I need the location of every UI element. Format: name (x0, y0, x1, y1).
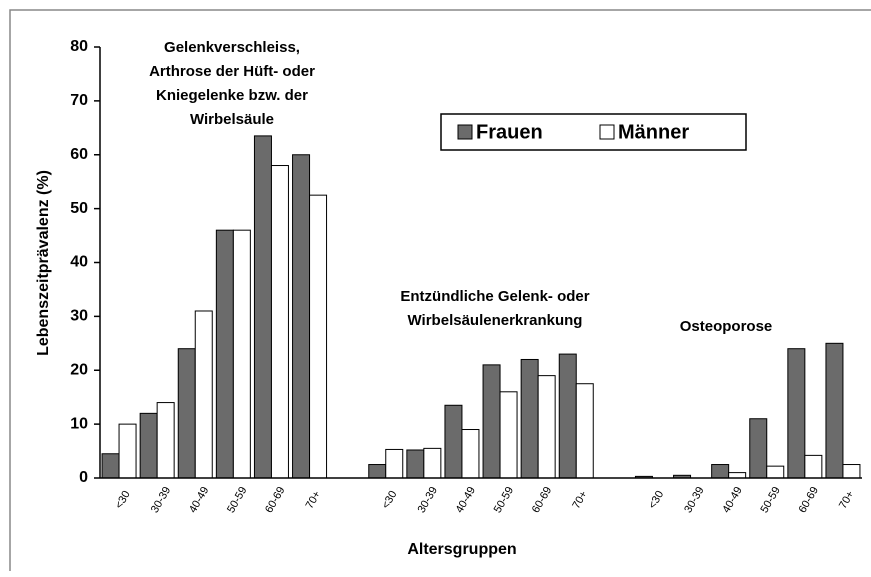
y-tick-label: 60 (70, 146, 88, 163)
y-tick-label: 50 (70, 200, 88, 217)
bar (368, 464, 387, 479)
bar (499, 391, 518, 479)
y-tick-label: 30 (70, 308, 88, 325)
legend-box (440, 113, 747, 151)
group-title: Wirbelsäule (190, 111, 274, 128)
y-tick-label: 40 (70, 254, 88, 271)
y-tick-label: 20 (70, 361, 88, 378)
bar (575, 383, 594, 479)
bar (406, 449, 425, 479)
y-tick-label: 10 (70, 415, 88, 432)
frame (9, 9, 871, 571)
bar (215, 229, 234, 479)
bar (309, 194, 328, 479)
bar (270, 165, 289, 479)
bar (728, 472, 747, 479)
bar (385, 448, 404, 479)
bar (292, 154, 311, 479)
legend-label: Frauen (476, 121, 543, 143)
bar (520, 358, 539, 479)
bar (461, 429, 480, 479)
bar (766, 465, 785, 479)
group-title: Wirbelsäulenerkrankung (408, 312, 583, 329)
bar (537, 375, 556, 479)
bar (139, 412, 158, 479)
bar (232, 229, 251, 479)
bar (842, 464, 861, 479)
group-title: Gelenkverschleiss, (164, 39, 300, 56)
bar (804, 454, 823, 479)
legend-swatch (457, 124, 473, 140)
group-title: Kniegelenke bzw. der (156, 87, 308, 104)
bar (444, 404, 463, 479)
bar (101, 453, 120, 479)
bar (749, 418, 768, 479)
y-tick-label: 80 (70, 38, 88, 55)
bar (825, 342, 844, 479)
bar (194, 310, 213, 479)
bar (156, 402, 175, 479)
bar (558, 353, 577, 479)
group-title: Osteoporose (680, 318, 773, 335)
group-title: Entzündliche Gelenk- oder (400, 288, 589, 305)
y-tick-label: 0 (79, 469, 88, 486)
bar (423, 447, 442, 479)
bar (177, 348, 196, 479)
bar (118, 423, 137, 479)
legend-swatch (599, 124, 615, 140)
y-axis-title: Lebenszeitprävalenz (%) (35, 170, 52, 356)
bar (253, 135, 272, 479)
bar (482, 364, 501, 479)
legend-label: Männer (618, 121, 689, 143)
bar (787, 348, 806, 479)
bar (711, 464, 730, 479)
x-axis-title: Altersgruppen (407, 541, 516, 558)
group-title: Arthrose der Hüft- oder (149, 63, 315, 80)
y-tick-label: 70 (70, 92, 88, 109)
